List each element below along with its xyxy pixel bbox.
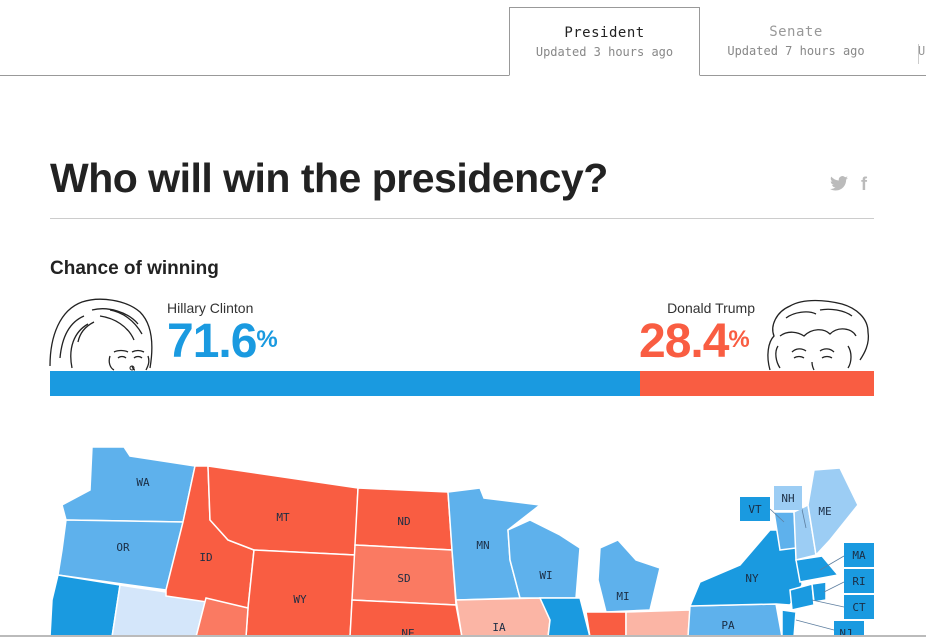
callout-line	[823, 581, 845, 593]
trump-percent-sign: %	[728, 326, 749, 353]
callout-line	[795, 619, 835, 631]
label-ct: CT	[852, 601, 866, 614]
ct-callout[interactable]	[844, 595, 874, 619]
state-oh[interactable]	[625, 609, 691, 637]
nh-callout[interactable]	[774, 486, 802, 510]
label-nd: ND	[397, 515, 410, 528]
vt-callout[interactable]	[740, 497, 770, 521]
tab-president[interactable]: President Updated 3 hours ago	[509, 7, 700, 76]
tab-next-partial[interactable]	[892, 7, 926, 75]
tab-senate-label: Senate	[769, 24, 823, 40]
nj-callout[interactable]	[834, 621, 864, 637]
label-ne: NE	[401, 627, 414, 637]
tab-next-partial-label: U	[918, 44, 926, 58]
trump-probability-bar	[640, 371, 874, 396]
state-me[interactable]	[807, 467, 859, 557]
state-ri[interactable]	[811, 581, 827, 603]
title-rule	[50, 218, 874, 219]
label-nh: NH	[781, 492, 794, 505]
state-wy[interactable]	[245, 549, 356, 637]
label-wy: WY	[293, 593, 307, 606]
label-mi: MI	[616, 590, 629, 603]
label-ma: MA	[852, 549, 866, 562]
state-pa[interactable]	[687, 603, 783, 637]
clinton-percent: 71.6%	[167, 315, 278, 368]
label-mt: MT	[276, 511, 290, 524]
tab-president-updated: Updated 3 hours ago	[535, 45, 674, 59]
state-ut[interactable]	[195, 597, 249, 637]
clinton-percent-sign: %	[256, 326, 277, 353]
label-nj: NJ	[839, 627, 852, 637]
tab-president-label: President	[564, 25, 645, 41]
page-title: Who will win the presidency?	[50, 155, 608, 201]
state-ca[interactable]	[49, 574, 121, 637]
clinton-percent-value: 71.6	[167, 315, 257, 368]
state-il[interactable]	[538, 597, 591, 637]
bottom-edge	[0, 635, 926, 637]
state-wi[interactable]	[507, 519, 581, 599]
state-or[interactable]	[57, 519, 184, 591]
trump-percent: 28.4%	[639, 315, 750, 368]
label-pa: PA	[721, 619, 735, 632]
state-ct[interactable]	[789, 583, 815, 611]
label-wi: WI	[539, 569, 552, 582]
label-me: ME	[818, 505, 831, 518]
label-ia: IA	[492, 621, 506, 634]
label-or: OR	[116, 541, 130, 554]
state-mi[interactable]	[597, 539, 661, 613]
tab-senate[interactable]: Senate Updated 7 hours ago	[700, 7, 892, 75]
trump-name: Donald Trump	[667, 300, 755, 316]
state-wa[interactable]	[61, 446, 196, 523]
state-ny[interactable]	[688, 529, 803, 607]
tab-divider	[918, 44, 919, 64]
electoral-map[interactable]: WA OR ID MT WY ND SD NE MN WI MI IA NY P…	[0, 430, 926, 637]
callout-line	[769, 508, 785, 523]
label-sd: SD	[397, 572, 410, 585]
facebook-icon[interactable]: f	[861, 174, 867, 194]
callout-line	[819, 555, 845, 571]
ma-callout[interactable]	[844, 543, 874, 567]
state-nj[interactable]	[781, 609, 797, 637]
state-ma[interactable]	[795, 555, 840, 583]
label-ri: RI	[852, 575, 865, 588]
tab-senate-updated: Updated 7 hours ago	[727, 44, 865, 58]
clinton-name: Hillary Clinton	[167, 300, 254, 316]
state-ne[interactable]	[349, 599, 463, 637]
state-in[interactable]	[585, 611, 627, 637]
chance-heading: Chance of winning	[50, 258, 219, 279]
label-id: ID	[199, 551, 212, 564]
label-vt: VT	[748, 503, 762, 516]
label-wa: WA	[136, 476, 150, 489]
ri-callout[interactable]	[844, 569, 874, 593]
trump-percent-value: 28.4	[639, 315, 729, 368]
label-ny: NY	[745, 572, 759, 585]
label-mn: MN	[476, 539, 489, 552]
clinton-probability-bar	[50, 371, 640, 396]
clinton-portrait	[49, 298, 153, 371]
trump-portrait	[767, 299, 870, 371]
callout-line	[811, 599, 845, 608]
tab-bar-line	[0, 75, 926, 76]
twitter-icon[interactable]	[830, 176, 848, 196]
